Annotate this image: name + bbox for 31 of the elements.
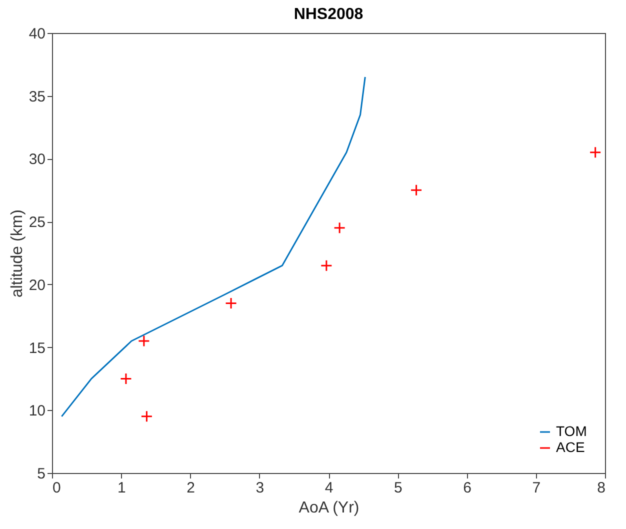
point [120,372,132,385]
point [320,260,332,272]
line-series [60,76,366,418]
x-tick-label: 0 [52,480,61,496]
x-tick-label: 6 [463,480,472,496]
chart-title: NHS2008 [294,6,364,23]
x-axis-title: AoA (Yr) [298,500,360,516]
point [138,335,150,347]
x-tick-label: 8 [597,480,606,496]
x-tick-label: 5 [394,480,402,496]
point [334,222,346,234]
y-axis-title: altitude (km) [8,209,26,298]
point [140,410,153,422]
x-tick-label: 4 [324,480,334,496]
y-tick-label: 35 [28,88,46,106]
y-tick-label: 25 [28,214,46,232]
x-tick-label: 3 [256,480,264,496]
x-tick-label: 7 [532,480,541,496]
y-tick-label: 5 [37,466,46,482]
x-tick-label: 1 [117,480,126,496]
y-tick-label: 30 [28,151,46,168]
x-tick-label: 2 [186,480,195,496]
legend-label: ACE [556,439,585,455]
point [589,146,602,158]
point [410,184,422,196]
y-tick-label: 40 [28,26,46,42]
y-tick-label: 10 [28,402,46,420]
point [225,297,238,310]
y-tick-label: 20 [28,276,46,294]
legend-label: TOM [556,423,587,439]
y-tick-label: 15 [28,340,46,357]
